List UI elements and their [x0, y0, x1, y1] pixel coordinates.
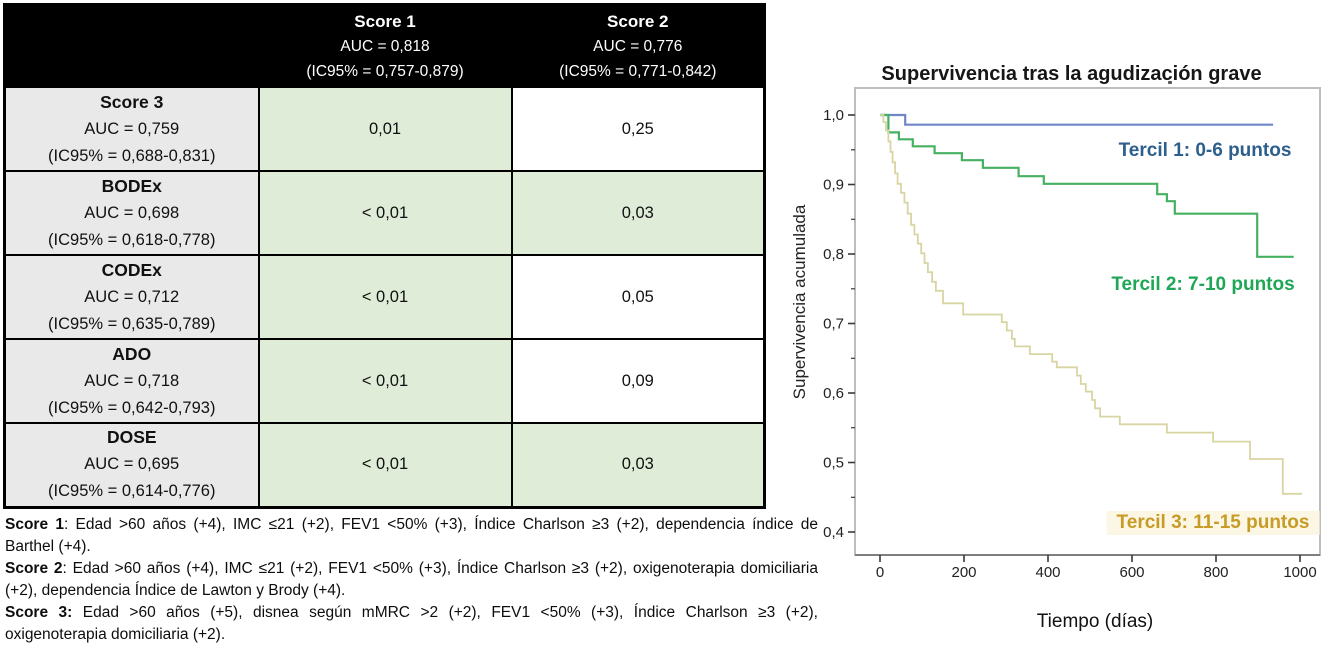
svg-text:0,6: 0,6 [823, 385, 844, 402]
score1-header-auc: AUC = 0,818 [340, 37, 430, 55]
score-ic: (IC95% = 0,688-0,831) [48, 146, 216, 165]
svg-text:0,4: 0,4 [823, 524, 844, 541]
svg-text:800: 800 [1203, 564, 1228, 581]
svg-text:1,0: 1,0 [823, 107, 844, 124]
score-name: ADO [112, 343, 152, 364]
pvalue-cell: 0,01 [257, 86, 513, 172]
pvalue-cell: < 0,01 [257, 338, 513, 424]
header-score1-cell: Score 1 AUC = 0,818 (IC95% = 0,757-0,879… [257, 3, 513, 88]
score-auc: AUC = 0,712 [84, 287, 180, 306]
footnote-score1: Score 1: Edad >60 años (+4), IMC ≤21 (+2… [5, 514, 818, 558]
ado-label-cell: ADO AUC = 0,718 (IC95% = 0,642-0,793) [3, 338, 260, 424]
svg-text:400: 400 [1035, 564, 1060, 581]
svg-text:0,9: 0,9 [823, 177, 844, 194]
y-axis-label: Supervivencia acumulada [790, 204, 809, 400]
pvalue-cell: < 0,01 [257, 254, 513, 340]
pvalue-cell: 0,05 [510, 254, 766, 340]
footnote-score2: Score 2: Edad >60 años (+4), IMC ≤21 (+2… [5, 558, 818, 602]
auc-comparison-table: Score 1 AUC = 0,818 (IC95% = 0,757-0,879… [3, 3, 766, 509]
score3-label-cell: Score 3 AUC = 0,759 (IC95% = 0,688-0,831… [3, 86, 260, 172]
score-name: CODEx [101, 259, 162, 280]
dose-label-cell: DOSE AUC = 0,695 (IC95% = 0,614-0,776) [3, 422, 260, 508]
table-row-ado: ADO AUC = 0,718 (IC95% = 0,642-0,793) < … [3, 338, 766, 424]
score-auc: AUC = 0,698 [84, 203, 180, 222]
km-plot-svg: 0 200 400 600 800 1000 1,0 0,9 0,8 0,7 0,6 0,5 0,4 [823, 87, 1321, 581]
score1-header-title: Score 1 [354, 11, 416, 31]
score-name: Score 3 [100, 91, 164, 112]
table-row-bodex: BODEx AUC = 0,698 (IC95% = 0,618-0,778) … [3, 170, 766, 256]
score-ic: (IC95% = 0,642-0,793) [48, 398, 216, 417]
svg-text:0,5: 0,5 [823, 455, 844, 472]
pvalue-cell: 0,03 [510, 422, 766, 508]
tercil2-label: Tercil 2: 7-10 puntos [1111, 274, 1295, 295]
svg-text:0,8: 0,8 [823, 246, 844, 263]
score-auc: AUC = 0,718 [84, 371, 180, 390]
svg-text:1000: 1000 [1283, 564, 1316, 581]
chart-title-line1: Supervivencia tras la agudización grave [881, 63, 1262, 85]
pvalue-cell: 0,03 [510, 170, 766, 256]
table-header-row: Score 1 AUC = 0,818 (IC95% = 0,757-0,879… [3, 3, 766, 88]
score-ic: (IC95% = 0,618-0,778) [48, 230, 216, 249]
score-name: DOSE [106, 427, 157, 448]
footnote-label: Score 3: [5, 604, 73, 622]
footnote-body: : Edad >60 años (+4), IMC ≤21 (+2), FEV1… [5, 560, 818, 600]
score-name: BODEx [101, 175, 162, 196]
footnote-label: Score 2 [5, 560, 63, 578]
pvalue-cell: 0,09 [510, 338, 766, 424]
score-ic: (IC95% = 0,635-0,789) [48, 314, 216, 333]
header-empty-cell [3, 3, 260, 88]
table-row-codex: CODEx AUC = 0,712 (IC95% = 0,635-0,789) … [3, 254, 766, 340]
svg-text:600: 600 [1119, 564, 1144, 581]
bodex-label-cell: BODEx AUC = 0,698 (IC95% = 0,618-0,778) [3, 170, 260, 256]
pvalue-cell: < 0,01 [257, 422, 513, 508]
svg-text:200: 200 [951, 564, 976, 581]
codex-label-cell: CODEx AUC = 0,712 (IC95% = 0,635-0,789) [3, 254, 260, 340]
pvalue-cell: 0,25 [510, 86, 766, 172]
stray-dot [1168, 81, 1172, 84]
tercil3-label: Tercil 3: 11-15 puntos [1106, 511, 1320, 535]
table-row-score3: Score 3 AUC = 0,759 (IC95% = 0,688-0,831… [3, 86, 766, 172]
score-auc: AUC = 0,759 [84, 119, 180, 138]
svg-text:0,7: 0,7 [823, 316, 844, 333]
footnote-score3: Score 3: Edad >60 años (+5), disnea segú… [5, 602, 818, 646]
tercil1-label: Tercil 1: 0-6 puntos [1118, 140, 1292, 161]
footnote-body: Edad >60 años (+5), disnea según mMRC >2… [5, 604, 818, 644]
header-score2-cell: Score 2 AUC = 0,776 (IC95% = 0,771-0,842… [510, 3, 766, 88]
score2-header-auc: AUC = 0,776 [593, 37, 683, 55]
footnote-label: Score 1 [5, 516, 64, 533]
score2-header-title: Score 2 [607, 11, 669, 31]
score-ic: (IC95% = 0,614-0,776) [48, 482, 216, 501]
svg-text:0: 0 [876, 564, 884, 581]
score2-header-ic: (IC95% = 0,771-0,842) [559, 62, 717, 80]
footnote-body: : Edad >60 años (+4), IMC ≤21 (+2), FEV1… [5, 516, 818, 556]
score1-header-ic: (IC95% = 0,757-0,879) [306, 62, 464, 80]
x-axis-label: Tiempo (días) [1036, 611, 1154, 632]
score-auc: AUC = 0,695 [84, 455, 180, 474]
pvalue-cell: < 0,01 [257, 170, 513, 256]
table-row-dose: DOSE AUC = 0,695 (IC95% = 0,614-0,776) <… [3, 422, 766, 508]
score-definitions: Score 1: Edad >60 años (+4), IMC ≤21 (+2… [5, 514, 818, 647]
km-survival-chart: Supervivencia tras la agudización grave … [780, 0, 1333, 656]
